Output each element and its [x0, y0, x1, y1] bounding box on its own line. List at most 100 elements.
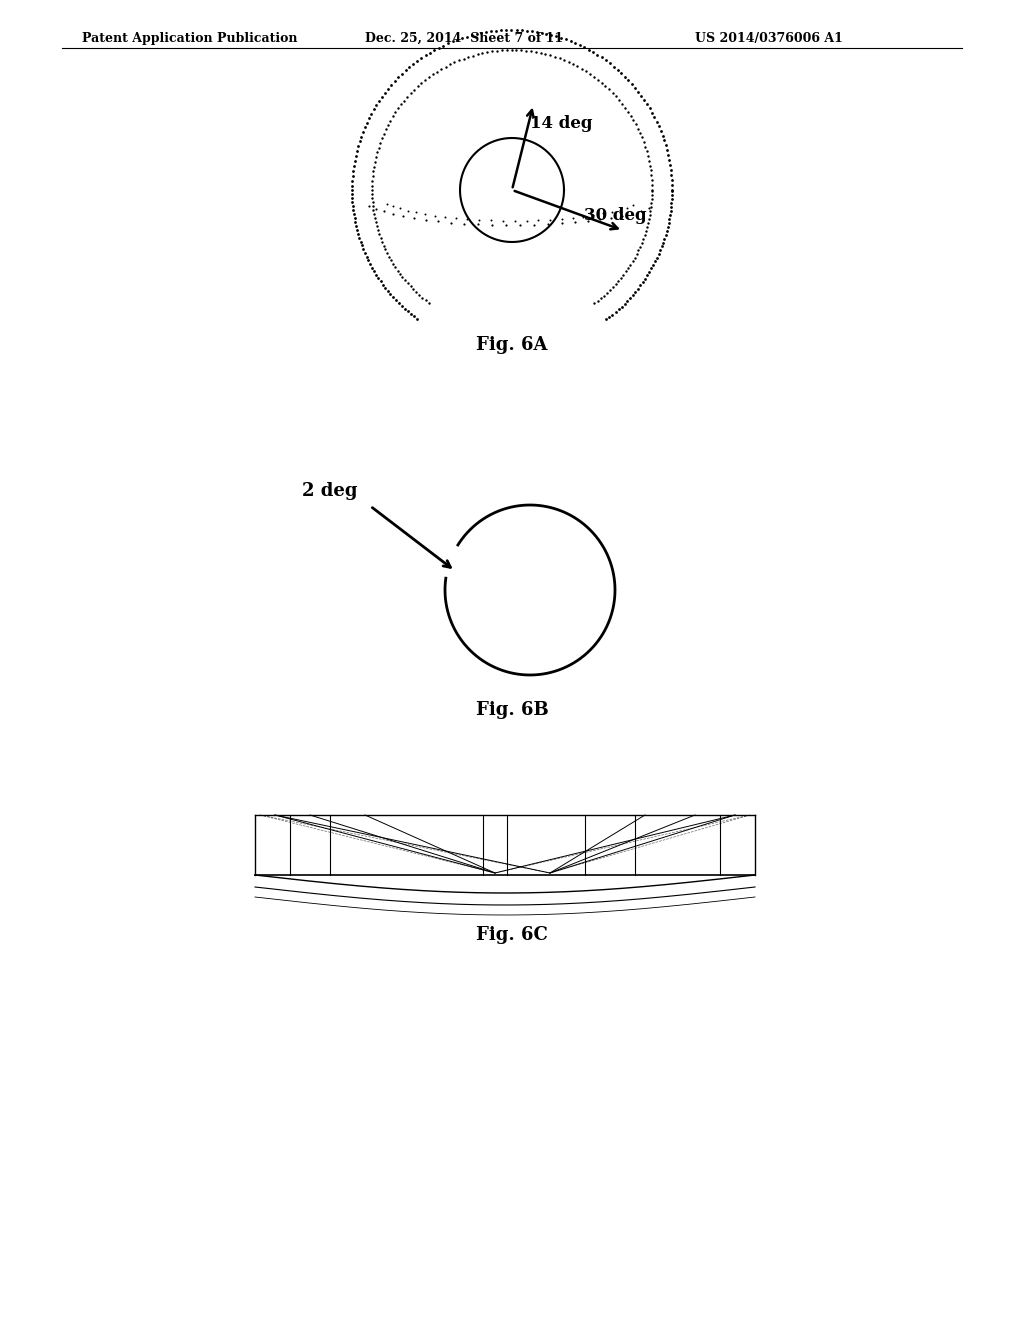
Point — [602, 280, 618, 301]
Point — [390, 98, 407, 119]
Point — [421, 292, 437, 313]
Point — [408, 202, 424, 223]
Point — [345, 160, 361, 181]
Point — [361, 253, 378, 275]
Point — [409, 281, 425, 302]
Point — [344, 165, 360, 186]
Point — [370, 219, 386, 240]
Point — [410, 50, 426, 71]
Text: Fig. 6B: Fig. 6B — [475, 701, 549, 719]
Point — [518, 20, 535, 41]
Point — [427, 205, 443, 226]
Point — [654, 125, 671, 147]
Point — [623, 106, 639, 127]
Point — [617, 261, 634, 282]
Point — [645, 255, 662, 276]
Point — [387, 102, 403, 123]
Point — [358, 112, 375, 133]
Point — [396, 90, 413, 111]
Point — [643, 193, 659, 214]
Point — [558, 29, 574, 50]
Point — [351, 131, 368, 152]
Point — [633, 201, 649, 222]
Point — [662, 205, 678, 226]
Point — [658, 220, 675, 242]
Point — [474, 42, 490, 63]
Point — [601, 306, 617, 327]
Point — [512, 215, 528, 236]
Point — [632, 236, 648, 257]
Point — [417, 70, 433, 91]
Point — [380, 115, 396, 136]
Point — [633, 86, 649, 107]
Point — [447, 207, 464, 228]
Point — [603, 207, 620, 228]
Point — [560, 51, 577, 73]
Point — [540, 214, 556, 235]
Point — [632, 123, 648, 144]
Point — [564, 207, 581, 228]
Point — [399, 273, 416, 294]
Point — [605, 55, 622, 77]
Text: Fig. 6C: Fig. 6C — [476, 927, 548, 944]
Point — [624, 74, 640, 95]
Point — [344, 187, 360, 209]
Point — [612, 268, 629, 289]
Point — [613, 62, 630, 83]
Point — [644, 180, 660, 201]
Point — [660, 213, 677, 234]
Point — [607, 86, 624, 107]
Point — [488, 20, 505, 41]
Point — [577, 37, 593, 58]
Point — [664, 193, 680, 214]
Point — [565, 53, 582, 74]
Point — [642, 154, 658, 176]
Point — [657, 224, 674, 246]
Point — [483, 214, 500, 235]
Point — [344, 170, 360, 191]
Point — [592, 209, 608, 230]
Point — [365, 166, 381, 187]
Point — [585, 205, 601, 226]
Point — [508, 40, 524, 61]
Point — [643, 257, 659, 279]
Point — [377, 239, 393, 260]
Point — [630, 82, 646, 103]
Point — [347, 211, 364, 232]
Point — [613, 296, 630, 317]
Point — [611, 199, 628, 220]
Point — [648, 111, 665, 132]
Point — [598, 309, 614, 330]
Point — [344, 191, 360, 213]
Point — [635, 132, 651, 153]
Point — [589, 44, 605, 65]
Point — [437, 206, 454, 227]
Point — [618, 197, 635, 218]
Point — [418, 209, 434, 230]
Point — [393, 94, 410, 115]
Point — [381, 246, 397, 267]
Point — [470, 214, 486, 235]
Point — [664, 169, 680, 190]
Point — [439, 33, 456, 54]
Point — [454, 28, 470, 49]
Point — [664, 180, 680, 201]
Point — [646, 107, 663, 128]
Point — [556, 49, 572, 70]
Point — [573, 58, 590, 79]
Point — [367, 207, 383, 228]
Point — [630, 117, 646, 139]
Point — [593, 288, 609, 309]
Point — [352, 231, 369, 252]
Point — [364, 257, 380, 279]
Point — [348, 140, 365, 161]
Point — [620, 257, 636, 279]
Point — [450, 29, 466, 50]
Point — [459, 26, 475, 48]
Point — [353, 235, 370, 256]
Point — [567, 33, 584, 54]
Point — [650, 243, 667, 264]
Point — [585, 41, 601, 62]
Point — [345, 195, 361, 216]
Point — [414, 73, 430, 94]
